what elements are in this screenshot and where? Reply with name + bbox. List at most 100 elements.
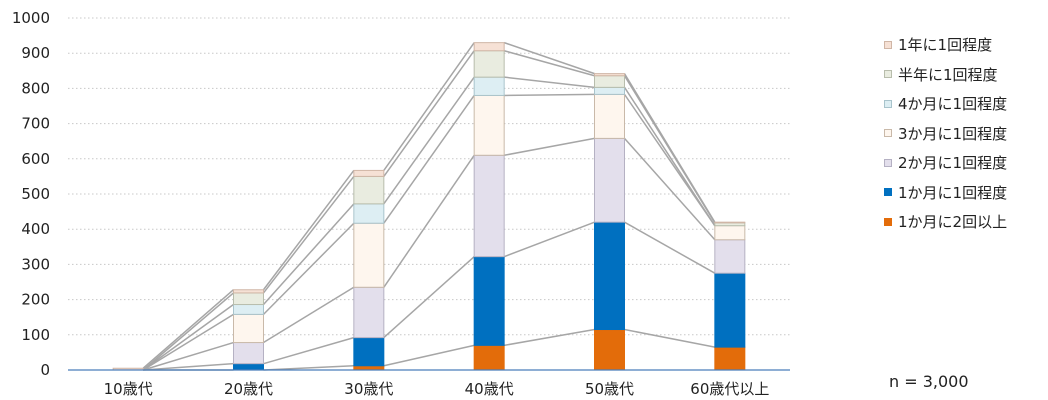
series-line-segment — [503, 221, 595, 258]
bar-segment — [353, 337, 385, 367]
series-line-segment — [143, 362, 234, 371]
legend-item: 1か月に2回以上 — [884, 207, 1007, 237]
bar-segment — [353, 203, 385, 224]
bar-segment — [594, 86, 625, 95]
bar-segment — [353, 169, 385, 177]
bar-segment — [714, 221, 746, 224]
series-line-segment — [383, 344, 475, 367]
sample-size-note: n = 3,000 — [889, 372, 969, 391]
x-tick-label: 50歳代 — [585, 380, 634, 398]
bar-segment — [233, 313, 264, 344]
y-tick-label: 500 — [21, 185, 50, 203]
series-line-segment — [262, 203, 355, 306]
series-line-segment — [383, 42, 475, 171]
bar-segment — [594, 73, 625, 77]
series-line-segment — [504, 76, 595, 89]
series-line-segment — [142, 313, 234, 371]
bar-segment — [594, 329, 625, 371]
x-axis-ticks: 10歳代 20歳代 30歳代 40歳代 50歳代 60歳代以上 — [104, 380, 770, 398]
x-tick-label: 10歳代 — [104, 380, 153, 398]
bar-segment — [353, 175, 385, 205]
bar-segment — [594, 75, 625, 88]
bar-segment — [594, 93, 625, 139]
series-line-segment — [142, 292, 234, 371]
series-line-segment — [504, 93, 595, 97]
series-line-segment — [623, 86, 716, 227]
bar-segment — [473, 76, 505, 96]
legend-label: 4か月に1回程度 — [898, 95, 1008, 114]
legend-label: 半年に1回程度 — [898, 65, 998, 84]
bar-segment — [714, 225, 746, 241]
legend-swatch — [884, 129, 892, 138]
legend: 1年に1回程度 半年に1回程度 4か月に1回程度 3か月に1回程度 2か月に1回程度 1か… — [884, 30, 1007, 237]
x-tick-label: 20歳代 — [224, 380, 273, 398]
legend-swatch — [884, 70, 892, 79]
series-line-segment — [383, 256, 475, 339]
bar-segment — [473, 256, 505, 346]
series-line-segment — [142, 303, 234, 371]
series-line-segment — [623, 73, 716, 223]
x-tick-label: 30歳代 — [344, 380, 393, 398]
bar-segment — [594, 221, 625, 331]
bar-segment — [594, 137, 625, 223]
y-tick-label: 0 — [40, 361, 50, 379]
series-line-segment — [504, 137, 595, 157]
series-line-segment — [503, 50, 595, 77]
y-tick-label: 200 — [21, 291, 50, 309]
bar-segment — [233, 363, 264, 371]
legend-item: 4か月に1回程度 — [884, 89, 1007, 119]
bar-segment — [353, 286, 385, 339]
bar-segment — [233, 342, 264, 365]
x-tick-label: 40歳代 — [465, 380, 514, 398]
series-line-segment — [624, 221, 716, 274]
y-tick-label: 600 — [21, 150, 50, 168]
legend-label: 1か月に1回程度 — [898, 183, 1008, 202]
y-tick-label: 1000 — [12, 9, 50, 27]
series-line-segment — [262, 169, 355, 291]
bar-segment — [353, 222, 385, 288]
series-line-segment — [263, 336, 355, 365]
x-tick-label: 60歳代以上 — [690, 380, 769, 398]
bar-segment — [473, 94, 505, 156]
legend-swatch — [884, 217, 892, 226]
y-tick-label: 400 — [21, 220, 50, 238]
series-line-segment — [262, 222, 355, 315]
bar-segment — [473, 344, 505, 371]
y-tick-label: 300 — [21, 255, 50, 273]
series-line-segment — [142, 289, 234, 369]
series-lines — [142, 41, 716, 371]
bar-segment — [714, 346, 746, 371]
bars — [112, 42, 746, 371]
legend-swatch — [884, 40, 892, 49]
legend-swatch — [884, 188, 892, 197]
series-line-segment — [383, 154, 475, 288]
gridlines — [68, 17, 790, 336]
series-line-segment — [504, 328, 595, 347]
series-line-segment — [383, 95, 475, 224]
bar-segment — [473, 42, 505, 52]
series-line-segment — [624, 328, 715, 348]
legend-swatch — [884, 99, 892, 108]
series-line-segment — [263, 286, 355, 344]
series-line-segment — [142, 341, 234, 371]
bar-segment — [353, 365, 385, 371]
series-line-segment — [263, 365, 354, 371]
series-line-segment — [383, 76, 475, 205]
y-tick-label: 900 — [21, 44, 50, 62]
legend-swatch — [884, 158, 892, 167]
series-line-segment — [262, 175, 355, 294]
legend-item: 1年に1回程度 — [884, 30, 1007, 60]
bar-segment — [473, 50, 505, 78]
y-tick-label: 100 — [21, 326, 50, 344]
bar-segment — [473, 154, 505, 258]
series-line-segment — [383, 50, 475, 177]
series-line-segment — [623, 137, 716, 241]
y-axis-ticks: 0 100 200 300 400 500 600 700 800 900 1000 — [12, 9, 50, 379]
legend-item: 半年に1回程度 — [884, 60, 1007, 90]
legend-label: 1年に1回程度 — [898, 36, 993, 55]
y-tick-label: 700 — [21, 115, 50, 133]
bar-segment — [714, 239, 746, 274]
bar-segment — [714, 272, 746, 348]
legend-item: 3か月に1回程度 — [884, 119, 1007, 149]
